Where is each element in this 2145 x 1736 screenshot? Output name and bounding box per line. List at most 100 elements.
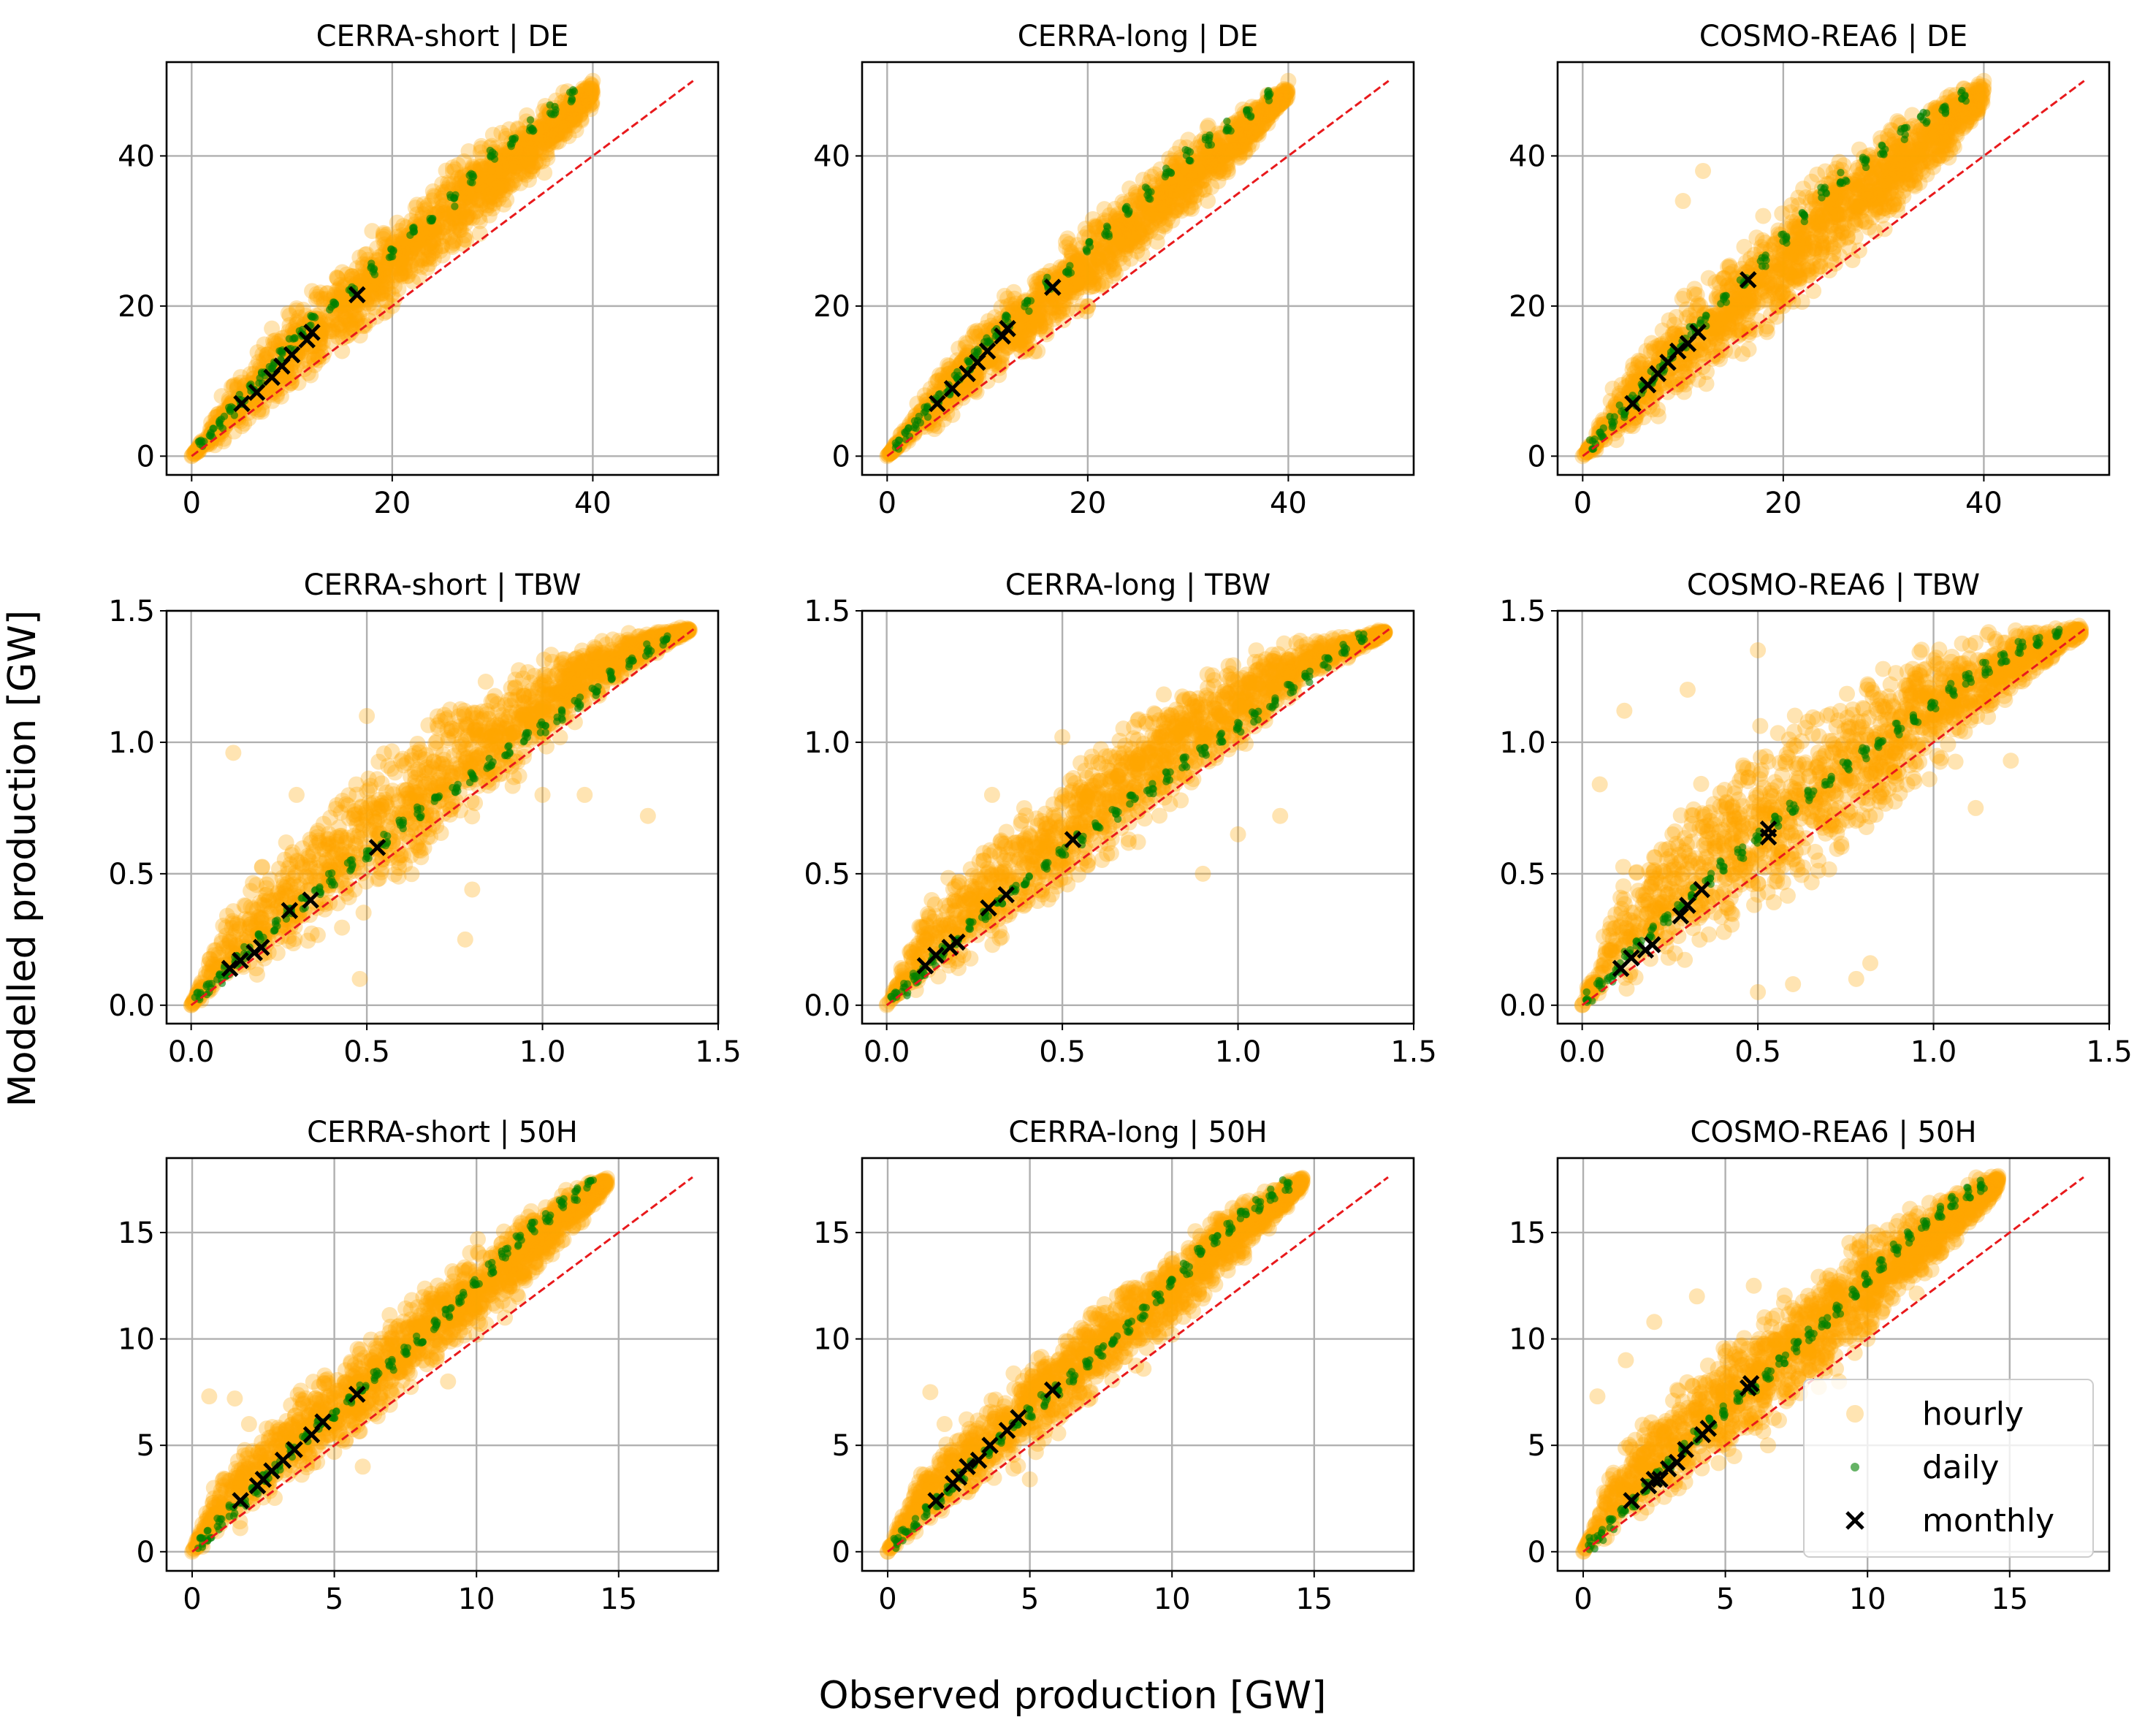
hourly-point (357, 283, 373, 300)
hourly-point (433, 237, 450, 254)
hourly-point (365, 299, 382, 316)
hourly-point (522, 148, 539, 164)
hourly-point (542, 127, 559, 144)
hourly-point (503, 175, 519, 192)
hourly-point (1897, 166, 1914, 183)
hourly-point (1150, 191, 1167, 208)
hourly-point (376, 271, 393, 288)
hourly-point (1032, 291, 1048, 308)
hourly-point (1817, 163, 1834, 180)
hourly-point (1127, 215, 1143, 232)
hourly-point (1261, 100, 1278, 117)
hourly-point (416, 196, 433, 213)
hourly-point (1013, 313, 1029, 330)
hourly-point (473, 183, 490, 199)
hourly-point (1700, 270, 1717, 286)
hourly-point (568, 102, 584, 118)
hourly-point (1263, 104, 1280, 121)
hourly-point (1028, 275, 1045, 292)
hourly-point (1729, 321, 1746, 338)
hourly-point (1158, 191, 1175, 208)
hourly-point (1055, 312, 1072, 329)
hourly-point (1081, 279, 1098, 296)
hourly-point (1056, 278, 1073, 294)
hourly-point (1248, 122, 1265, 139)
hourly-point (481, 179, 498, 196)
hourly-point (1837, 206, 1853, 223)
hourly-point (1141, 205, 1158, 221)
hourly-point (435, 205, 452, 221)
hourly-point (548, 134, 565, 151)
hourly-point (1094, 240, 1111, 256)
hourly-point (1867, 223, 1883, 240)
hourly-point (544, 132, 560, 149)
hourly-point (1715, 270, 1731, 287)
hourly-point (1845, 213, 1862, 230)
hourly-point (1029, 343, 1046, 359)
hourly-point (1759, 291, 1776, 308)
hourly-point (310, 335, 327, 351)
hourly-point (1948, 114, 1965, 131)
hourly-point (1786, 246, 1803, 263)
hourly-point (1256, 115, 1273, 132)
hourly-point (1900, 140, 1916, 157)
hourly-point (1871, 180, 1888, 197)
hourly-point (1260, 115, 1276, 132)
hourly-point (1219, 156, 1236, 172)
hourly-point (1088, 263, 1105, 280)
hourly-point (373, 278, 390, 295)
hourly-point (1215, 162, 1232, 179)
hourly-point (991, 359, 1007, 376)
hourly-point (1106, 245, 1123, 262)
hourly-point (959, 335, 976, 352)
hourly-point (1122, 251, 1139, 267)
hourly-point (1201, 153, 1218, 170)
hourly-point (1158, 180, 1175, 197)
hourly-point (365, 285, 382, 302)
hourly-point (1107, 264, 1124, 281)
hourly-point (479, 181, 495, 198)
hourly-point (394, 226, 411, 243)
hourly-point (310, 338, 327, 354)
hourly-point (1171, 188, 1188, 205)
hourly-point (1913, 147, 1930, 164)
hourly-point (1772, 260, 1789, 277)
hourly-point (323, 323, 340, 340)
hourly-point (1929, 138, 1946, 155)
hourly-point (1656, 375, 1672, 392)
hourly-point (1133, 228, 1150, 245)
hourly-point (1107, 212, 1124, 229)
hourly-point (1898, 153, 1915, 170)
hourly-point (1775, 248, 1791, 265)
hourly-point (1154, 195, 1170, 212)
hourly-point (524, 140, 541, 156)
hourly-point (1766, 278, 1783, 295)
hourly-point (468, 192, 485, 209)
hourly-point (525, 130, 541, 147)
hourly-point (281, 307, 298, 324)
hourly-point (1954, 107, 1970, 123)
hourly-point (1850, 200, 1867, 217)
hourly-point (1259, 106, 1276, 123)
hourly-point (1668, 308, 1685, 325)
daily-point (1223, 123, 1231, 132)
hourly-point (1948, 127, 1965, 144)
hourly-point (1064, 248, 1081, 264)
hourly-point (492, 163, 509, 180)
hourly-point (1018, 315, 1035, 332)
hourly-point (433, 190, 450, 207)
hourly-point (1150, 185, 1167, 202)
hourly-point (1162, 181, 1178, 198)
hourly-point (1270, 93, 1287, 110)
hourly-point (481, 179, 498, 196)
hourly-point (376, 278, 393, 295)
hourly-point (1261, 106, 1278, 123)
hourly-point (1689, 353, 1706, 370)
hourly-point (1971, 91, 1988, 108)
hourly-point (1062, 280, 1079, 297)
hourly-point (1150, 186, 1167, 203)
hourly-point (1688, 286, 1705, 303)
daily-point (198, 438, 206, 446)
hourly-point (1199, 150, 1216, 167)
hourly-point (394, 246, 411, 263)
